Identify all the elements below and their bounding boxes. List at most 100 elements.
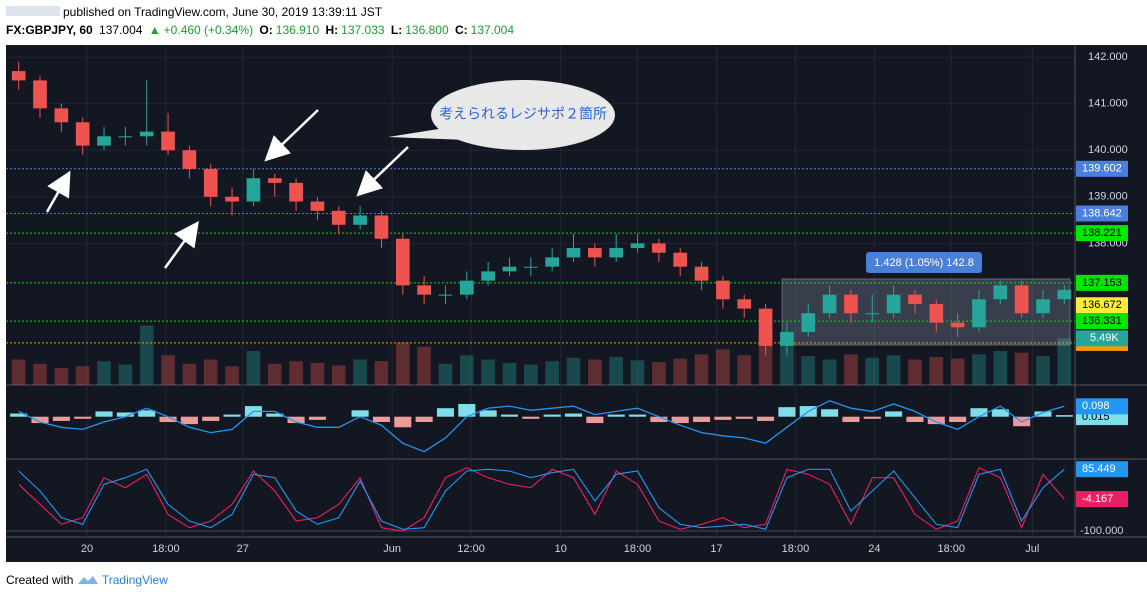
candle-body [993,285,1008,300]
l-label: L: [390,23,403,37]
macd-label: 0.098 [1082,400,1110,412]
candle-body [33,80,47,109]
symbol: FX:GBPJPY, 60 [6,23,93,37]
arrow [45,170,71,213]
macd-histogram-bar [266,413,284,417]
candle-body [310,201,325,211]
volume-bar [438,363,453,385]
macd-histogram-bar [308,416,326,420]
x-tick-label: 18:00 [937,543,965,555]
level-label: 139.602 [1082,163,1122,175]
x-tick-label: Jun [383,543,401,555]
macd-histogram-bar [671,416,689,424]
candle-body [908,294,922,304]
volume-bar [395,342,410,385]
macd-histogram-bar [74,416,92,419]
osc-line [18,466,1065,532]
volume-label: 5.49K [1090,332,1119,344]
level-label: 138.221 [1082,227,1122,239]
macd-histogram-bar [757,416,775,421]
macd-histogram-bar [543,414,561,417]
last-price: 137.004 [99,23,143,37]
x-tick-label: Jul [1025,543,1039,555]
close-value: 137.004 [470,23,515,37]
macd-histogram-bar [372,416,390,422]
macd-histogram-bar [714,416,732,420]
macd-histogram-bar [223,414,241,417]
volume-bar [1057,338,1072,385]
macd-histogram-bar [885,411,903,417]
candle-body [801,313,816,332]
brand[interactable]: TradingView [101,573,168,587]
arrows [45,109,409,269]
level-label: 136.331 [1082,315,1122,327]
macd-histogram-bar [1034,411,1052,417]
macd-histogram-bar [394,416,412,428]
candle-body [630,243,645,249]
volume-label-bg [1076,330,1128,347]
macd-histogram-bar [95,411,113,417]
candle-body [545,257,559,267]
candle-body [289,182,303,202]
candle-body [395,238,410,286]
candle-body [118,136,133,138]
tv-logo [77,576,98,584]
level-label: 137.153 [1082,277,1122,289]
y-tick-label: 142.000 [1088,51,1128,63]
volume-bar [246,351,261,385]
candle-body [267,178,282,183]
level-label-bg [1076,160,1128,177]
volume-bar [267,363,282,385]
candle-body [780,331,794,346]
volume-bar [673,358,688,385]
candle-body [844,294,858,314]
candle-body [886,294,901,314]
macd-histogram-bar [927,416,945,425]
candle-body [459,280,474,295]
ohlc-line: FX:GBPJPY, 60 137.004 ▲ +0.460 (+0.34%) O… [6,23,517,37]
candle-body [524,266,538,268]
volume-bar [950,358,965,385]
volume-bar [502,362,517,385]
volume-bar [929,356,944,385]
macd-histogram-bar [607,414,625,417]
volume-bar [417,346,431,385]
macd-histogram-bar [31,416,49,424]
x-tick-label: 12:00 [457,543,485,555]
y-tick-label: 140.000 [1088,144,1128,156]
candle-body [54,108,69,123]
macd-histogram-bar [778,407,796,417]
arrow [264,109,319,162]
volume-bar [353,359,367,385]
candle-body [331,210,346,225]
macd-histogram-bar [735,416,753,419]
candle-body [353,215,367,225]
macd-histogram-bar [991,409,1009,417]
candle-body [374,215,389,239]
candle-body [588,248,602,258]
macd-histogram-bar [949,416,967,422]
y-tick-label: 141.000 [1088,98,1128,110]
candle-body [438,294,453,296]
osc-label-bg [1076,461,1128,478]
volume-bar [1014,352,1029,385]
header-line: published on TradingView.com, June 30, 2… [6,5,385,19]
volume-bar [459,355,474,385]
callout-bubble [431,80,615,150]
candle-body [502,266,517,272]
volume-bar [801,356,816,385]
arrow [356,146,409,197]
volume-bar [566,357,581,385]
x-tick-label: 17 [710,543,722,555]
macd-histogram-bar [479,410,497,417]
candle-body [865,313,880,315]
level-label-bg [1076,313,1128,330]
candle-body [75,122,90,146]
macd-histogram-bar [842,416,860,422]
open-value: 136.910 [275,23,320,37]
macd-histogram-bar [906,416,924,422]
level-label: 136.672 [1082,299,1122,311]
volume-bar [588,359,602,385]
osc-label-bg [1076,491,1128,508]
